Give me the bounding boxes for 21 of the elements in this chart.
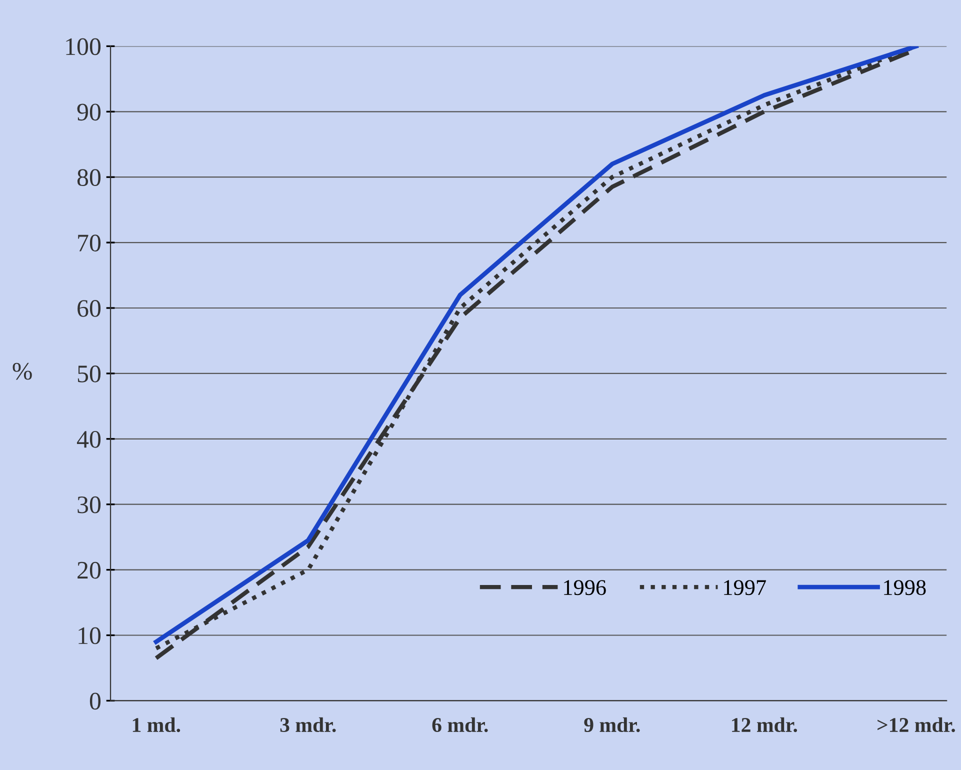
x-tick-label: 12 mdr.: [732, 717, 798, 732]
x-tick-label: 3 mdr.: [280, 717, 336, 732]
y-tick-label: 70: [78, 234, 101, 252]
y-tick-label: 0: [90, 692, 101, 710]
y-tick-label: 60: [78, 300, 101, 317]
y-tick-label: 90: [77, 104, 101, 121]
y-tick-label: 40: [76, 430, 101, 448]
y-axis-title: %: [12, 362, 32, 380]
y-tick-label: 20: [78, 562, 101, 579]
y-tick-label: 80: [77, 169, 101, 186]
legend-label: 1997: [724, 580, 766, 596]
x-tick-label: 6 mdr.: [432, 717, 488, 732]
x-tick-label: 9 mdr.: [584, 717, 640, 732]
x-tick-label: 1 md.: [132, 717, 180, 732]
x-tick-label: >12 mdr.: [878, 717, 955, 732]
y-tick-label: 30: [78, 496, 101, 514]
y-tick-label: 100: [66, 38, 101, 56]
legend-label: 1998: [884, 580, 926, 596]
y-tick-label: 50: [78, 366, 101, 382]
legend-label: 1996: [564, 580, 606, 596]
y-tick-label: 10: [78, 627, 101, 644]
